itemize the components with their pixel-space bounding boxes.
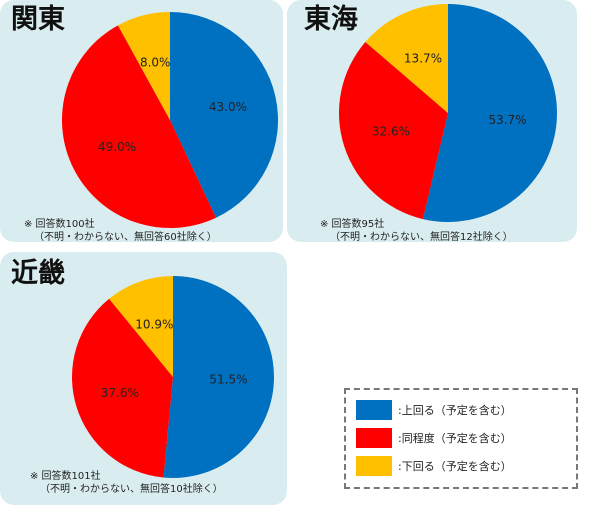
note-line-2: （不明・わからない、無回答12社除く） xyxy=(330,232,513,243)
note-line-1: ※ 回答数101社 xyxy=(30,471,101,482)
slice-data-label: 13.7% xyxy=(404,52,442,66)
legend-label-below: :下回る（予定を含む） xyxy=(398,460,512,473)
chart-title: 近畿 xyxy=(11,258,65,289)
legend-swatch-above xyxy=(356,400,392,420)
legend-item-same: :同程度（予定を含む） xyxy=(356,428,512,448)
slice-above xyxy=(163,276,274,478)
note-line-1: ※ 回答数100社 xyxy=(24,219,95,230)
slice-below xyxy=(365,4,448,113)
legend-swatch-below xyxy=(356,456,392,476)
response-note: ※ 回答数101社 （不明・わからない、無回答10社除く） xyxy=(30,470,223,496)
response-note: ※ 回答数95社 （不明・わからない、無回答12社除く） xyxy=(320,218,513,244)
slice-below xyxy=(109,276,173,377)
slice-data-label: 32.6% xyxy=(372,125,410,139)
pie-chart-kanto: 43.0% 49.0% 8.0% xyxy=(61,11,278,229)
legend-label-above: :上回る（予定を含む） xyxy=(398,404,512,417)
legend-item-above: :上回る（予定を含む） xyxy=(356,400,512,420)
chart-panel-kanto: 関東 43.0% 49.0% 8.0% ※ 回答数100社 （不明・わからない、無回… xyxy=(0,0,283,244)
chart-title: 関東 xyxy=(11,4,65,35)
slice-above xyxy=(170,12,278,218)
slice-data-label: 53.7% xyxy=(488,113,526,127)
note-line-1: ※ 回答数95社 xyxy=(320,219,385,230)
slice-same xyxy=(339,41,448,220)
slice-data-label: 37.6% xyxy=(101,386,139,400)
chart-panel-kinki: 近畿 51.5% 37.6% 10.9% ※ 回答数101社 （不明・わからない、無… xyxy=(0,252,287,505)
legend-item-below: :下回る（予定を含む） xyxy=(356,456,512,476)
slice-above xyxy=(422,4,557,222)
slice-data-label: 8.0% xyxy=(140,55,171,69)
chart-title: 東海 xyxy=(304,4,358,35)
pie-chart-tokai: 53.7% 32.6% 13.7% xyxy=(339,4,557,222)
slice-data-label: 10.9% xyxy=(135,318,173,332)
legend-label-same: :同程度（予定を含む） xyxy=(398,432,512,445)
legend-swatch-same xyxy=(356,428,392,448)
slice-data-label: 51.5% xyxy=(209,373,247,387)
response-note: ※ 回答数100社 （不明・わからない、無回答60社除く） xyxy=(24,218,217,244)
chart-panel-tokai: 東海 53.7% 32.6% 13.7% ※ 回答数95社 （不明・わからない、無回… xyxy=(287,0,577,244)
pie-chart-kinki: 51.5% 37.6% 10.9% xyxy=(72,276,274,478)
slice-data-label: 43.0% xyxy=(209,100,247,114)
slice-below xyxy=(117,11,170,120)
note-line-2: （不明・わからない、無回答10社除く） xyxy=(40,484,223,495)
slice-data-label: 49.0% xyxy=(98,140,136,154)
slice-same xyxy=(72,298,173,478)
legend: :上回る（予定を含む） :同程度（予定を含む） :下回る（予定を含む） xyxy=(344,388,578,489)
slice-same xyxy=(61,25,216,229)
note-line-2: （不明・わからない、無回答60社除く） xyxy=(34,232,217,243)
